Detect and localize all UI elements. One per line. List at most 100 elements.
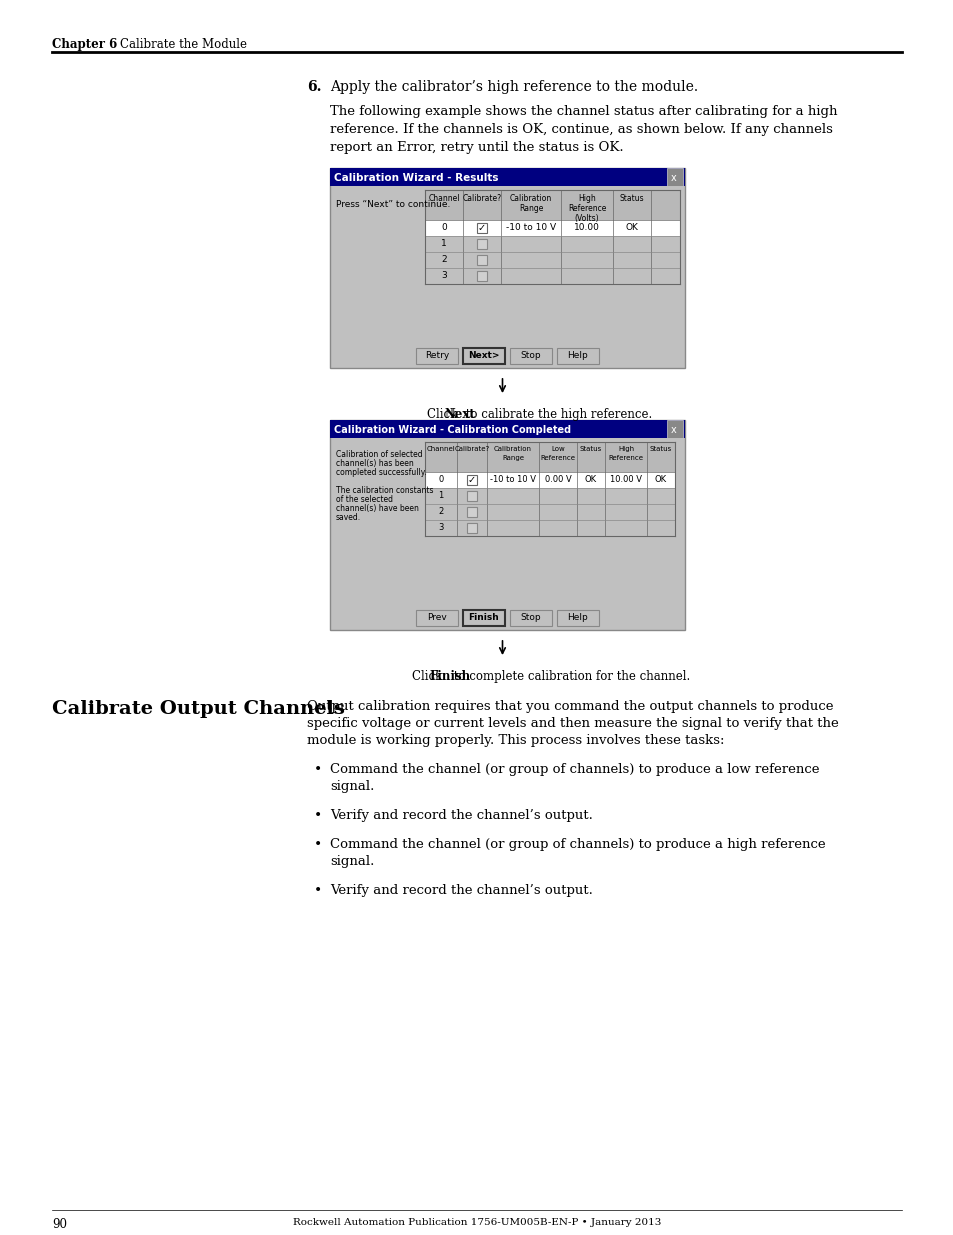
Text: Retry: Retry — [424, 352, 449, 361]
Text: Stop: Stop — [520, 614, 540, 622]
Text: -10 to 10 V: -10 to 10 V — [490, 475, 536, 484]
Text: completed successfully.: completed successfully. — [335, 468, 426, 477]
Text: Status: Status — [649, 446, 672, 452]
Text: saved.: saved. — [335, 513, 361, 522]
Text: Calibration: Calibration — [509, 194, 552, 203]
Text: 0.00 V: 0.00 V — [544, 475, 571, 484]
Text: 1: 1 — [440, 240, 446, 248]
Bar — [424, 252, 679, 268]
FancyBboxPatch shape — [330, 420, 684, 630]
Bar — [424, 520, 675, 536]
Text: channel(s) has been: channel(s) has been — [335, 459, 414, 468]
Text: •: • — [314, 809, 322, 823]
Text: Calibration: Calibration — [494, 446, 532, 452]
Text: Range: Range — [501, 454, 523, 461]
Text: Click: Click — [427, 408, 461, 421]
Text: Reference: Reference — [567, 204, 605, 212]
Bar — [424, 268, 679, 284]
Bar — [330, 168, 684, 186]
Bar — [666, 168, 682, 186]
Text: (Volts): (Volts) — [574, 214, 598, 224]
Text: Help: Help — [567, 614, 588, 622]
Text: signal.: signal. — [330, 781, 374, 793]
Text: •: • — [314, 884, 322, 898]
Text: reference. If the channels is OK, continue, as shown below. If any channels: reference. If the channels is OK, contin… — [330, 124, 832, 136]
Bar — [557, 610, 598, 626]
Text: of the selected: of the selected — [335, 495, 393, 504]
Text: Command the channel (or group of channels) to produce a high reference: Command the channel (or group of channel… — [330, 839, 824, 851]
Bar — [467, 508, 476, 517]
Text: ✓: ✓ — [477, 222, 485, 232]
Text: x: x — [670, 173, 676, 183]
Text: x: x — [670, 425, 676, 435]
Text: Reference: Reference — [608, 454, 643, 461]
Text: Finish: Finish — [468, 614, 498, 622]
Bar — [462, 348, 504, 364]
Bar — [666, 420, 682, 438]
Text: Finish: Finish — [429, 671, 470, 683]
Text: Status: Status — [619, 194, 643, 203]
Bar — [424, 190, 679, 220]
Text: to calibrate the high reference.: to calibrate the high reference. — [462, 408, 652, 421]
Text: Calibration Wizard - Calibration Completed: Calibration Wizard - Calibration Complet… — [334, 425, 571, 435]
Bar — [462, 610, 504, 626]
Text: Status: Status — [579, 446, 601, 452]
Text: Calibrate Output Channels: Calibrate Output Channels — [52, 700, 345, 718]
Text: High: High — [578, 194, 596, 203]
Text: •: • — [314, 839, 322, 852]
Text: channel(s) have been: channel(s) have been — [335, 504, 418, 513]
Bar — [467, 492, 476, 501]
Text: The calibration constants: The calibration constants — [335, 487, 433, 495]
Text: 0: 0 — [440, 224, 446, 232]
Text: Range: Range — [518, 204, 542, 212]
Bar — [424, 472, 675, 488]
Bar — [424, 236, 679, 252]
Text: Verify and record the channel’s output.: Verify and record the channel’s output. — [330, 809, 592, 823]
FancyBboxPatch shape — [330, 168, 684, 368]
Bar — [424, 442, 675, 472]
Text: 3: 3 — [440, 270, 446, 280]
Bar — [476, 224, 486, 233]
Bar — [467, 475, 476, 485]
Text: OK: OK — [655, 475, 666, 484]
Text: 6.: 6. — [307, 80, 321, 94]
Text: Press “Next” to continue.: Press “Next” to continue. — [335, 200, 450, 209]
Text: 2: 2 — [438, 508, 443, 516]
Text: module is working properly. This process involves these tasks:: module is working properly. This process… — [307, 734, 723, 747]
Text: report an Error, retry until the status is OK.: report an Error, retry until the status … — [330, 141, 623, 154]
Text: Chapter 6: Chapter 6 — [52, 38, 117, 51]
Text: 0: 0 — [438, 475, 443, 484]
Text: Calibration Wizard - Results: Calibration Wizard - Results — [334, 173, 498, 183]
Text: Verify and record the channel’s output.: Verify and record the channel’s output. — [330, 884, 592, 897]
Bar — [557, 348, 598, 364]
Text: Calibrate the Module: Calibrate the Module — [120, 38, 247, 51]
Text: 3: 3 — [437, 522, 443, 532]
Text: OK: OK — [584, 475, 597, 484]
Text: to complete calibration for the channel.: to complete calibration for the channel. — [450, 671, 690, 683]
Text: Next: Next — [444, 408, 475, 421]
Bar — [510, 610, 552, 626]
Bar — [416, 348, 457, 364]
Bar — [424, 220, 679, 236]
Bar — [330, 420, 684, 438]
Bar — [476, 240, 486, 249]
Text: 10.00: 10.00 — [574, 224, 599, 232]
Text: Click: Click — [412, 671, 446, 683]
Text: Reference: Reference — [540, 454, 575, 461]
Text: The following example shows the channel status after calibrating for a high: The following example shows the channel … — [330, 105, 837, 119]
Text: 10.00 V: 10.00 V — [609, 475, 641, 484]
Bar — [510, 348, 552, 364]
Text: Command the channel (or group of channels) to produce a low reference: Command the channel (or group of channel… — [330, 763, 819, 776]
Text: Prev: Prev — [427, 614, 446, 622]
Bar — [476, 270, 486, 282]
Text: Apply the calibrator’s high reference to the module.: Apply the calibrator’s high reference to… — [330, 80, 698, 94]
Text: •: • — [314, 763, 322, 777]
Bar — [424, 488, 675, 504]
Text: Channel: Channel — [426, 446, 455, 452]
Text: signal.: signal. — [330, 855, 374, 868]
Text: Calibrate?: Calibrate? — [454, 446, 489, 452]
Bar — [476, 254, 486, 266]
Text: Low: Low — [551, 446, 564, 452]
Text: 2: 2 — [440, 254, 446, 264]
Text: specific voltage or current levels and then measure the signal to verify that th: specific voltage or current levels and t… — [307, 718, 838, 730]
